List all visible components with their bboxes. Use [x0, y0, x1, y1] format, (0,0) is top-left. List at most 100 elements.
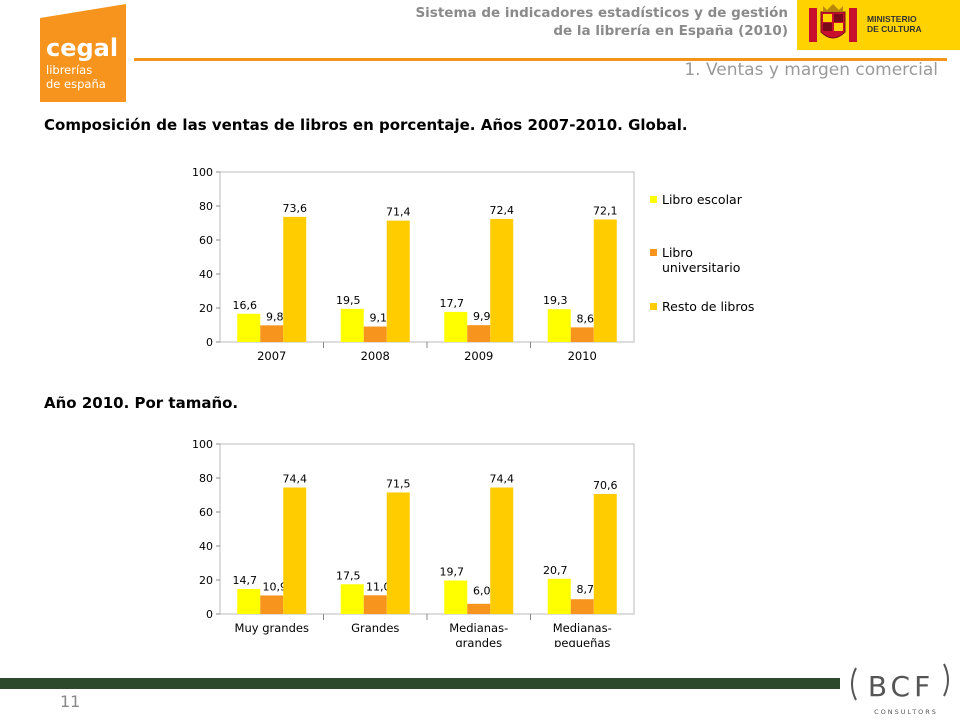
legend-item-libro-universitario: Libro universitario: [650, 245, 772, 275]
legend-swatch: [650, 249, 657, 256]
bar-2-2: [490, 487, 514, 614]
y-tick-label: 80: [199, 200, 213, 213]
y-tick-label: 20: [199, 302, 213, 315]
bar-1-2: [467, 325, 491, 342]
data-label: 17,5: [336, 569, 361, 582]
x-tick-label: 2009: [464, 349, 493, 363]
y-tick-label: 40: [199, 540, 213, 553]
data-label: 9,9: [473, 310, 491, 323]
bar-1-2: [467, 603, 491, 614]
data-label: 14,7: [233, 574, 258, 587]
footer-bar: [0, 678, 840, 689]
data-label: 17,7: [440, 297, 465, 310]
data-label: 16,6: [233, 299, 258, 312]
bar-1-0: [260, 595, 284, 614]
x-tick-label: Medianas-: [553, 621, 612, 635]
data-label: 70,6: [593, 479, 618, 492]
bar-2-0: [283, 487, 307, 614]
data-label: 71,5: [386, 477, 411, 490]
legend-swatch: [650, 196, 657, 203]
bar-0-1: [340, 308, 364, 342]
data-label: 9,1: [370, 312, 388, 325]
data-label: 72,1: [593, 204, 618, 217]
logo-text-line2: librerías: [46, 63, 92, 77]
y-tick-label: 20: [199, 574, 213, 587]
bar-1-3: [570, 599, 594, 614]
ministry-logo: MINISTERIO DE CULTURA: [797, 0, 960, 50]
data-label: 9,8: [266, 310, 284, 323]
bcf-logo: BCF CONSULTORS: [851, 663, 949, 716]
bar-0-2: [444, 580, 468, 614]
section-title: 1. Ventas y margen comercial: [684, 60, 938, 80]
data-label: 6,0: [473, 585, 491, 598]
ministry-line2: DE CULTURA: [867, 24, 922, 34]
data-label: 71,4: [386, 206, 411, 219]
legend-swatch: [650, 303, 657, 310]
bar-0-3: [547, 309, 571, 342]
y-tick-label: 0: [206, 336, 213, 349]
legend-item-resto-de-libros: Resto de libros: [650, 299, 772, 314]
y-tick-label: 40: [199, 268, 213, 281]
legend-label: Libro escolar: [662, 192, 742, 207]
y-tick-label: 60: [199, 506, 213, 519]
bar-1-3: [570, 327, 594, 342]
y-tick-label: 60: [199, 234, 213, 247]
chart-legend: Libro escolar Libro universitario Resto …: [650, 192, 772, 314]
chart1-title: Composición de las ventas de libros en p…: [44, 116, 688, 134]
legend-label: Resto de libros: [662, 299, 755, 314]
data-label: 74,4: [490, 473, 515, 486]
bar-0-0: [237, 589, 261, 614]
header-divider: [134, 58, 947, 61]
y-tick-label: 100: [192, 438, 213, 451]
bar-1-0: [260, 325, 284, 342]
bar-2-1: [386, 492, 410, 614]
logo-text-main: cegal: [46, 34, 118, 62]
coat-of-arms-icon: [809, 4, 857, 42]
bar-0-3: [547, 578, 571, 614]
ministry-line1: MINISTERIO: [867, 14, 917, 24]
legend-item-libro-escolar: Libro escolar: [650, 192, 772, 207]
document-title-line2: de la librería en España (2010): [553, 23, 788, 39]
data-label: 19,5: [336, 294, 361, 307]
x-tick-label: Medianas-: [449, 621, 508, 635]
document-title-line1: Sistema de indicadores estadísticos y de…: [415, 5, 788, 21]
bar-1-1: [363, 326, 387, 342]
x-tick-label: 2008: [361, 349, 390, 363]
bar-0-1: [340, 584, 364, 614]
page-number: 11: [60, 692, 81, 711]
legend-label: Libro universitario: [662, 245, 741, 275]
data-label: 19,7: [440, 566, 465, 579]
chart-sales-by-year: 0 20 40 60 80 100 16,6 9,8 73,6 2007 19,5 9,1 71,4 20…: [192, 166, 635, 363]
data-label: 72,4: [490, 204, 515, 217]
x-tick-label: Muy grandes: [235, 621, 309, 635]
data-label: 19,3: [543, 294, 568, 307]
x-tick-label: 2007: [257, 349, 286, 363]
bcf-logo-subtext: CONSULTORS: [874, 708, 938, 716]
x-tick-label: 2010: [568, 349, 597, 363]
cegal-logo: cegal librerías de españa: [40, 4, 126, 102]
x-tick-label: grandes: [455, 636, 502, 647]
bar-2-1: [386, 220, 410, 342]
bcf-logo-text: BCF: [868, 670, 934, 703]
bar-2-3: [593, 219, 617, 342]
x-tick-label: Grandes: [351, 621, 399, 635]
bar-2-0: [283, 216, 307, 342]
bar-0-2: [444, 311, 468, 342]
data-label: 10,9: [263, 580, 288, 593]
chart-sales-by-size: 0 20 40 60 80 100 14,7 10,9 74,4 Muy grandes 17,5 1…: [192, 438, 635, 647]
data-label: 73,6: [283, 202, 308, 215]
data-label: 20,7: [543, 564, 568, 577]
data-label: 11,0: [366, 580, 391, 593]
x-tick-label: pequeñas: [554, 636, 610, 647]
data-label: 8,7: [577, 583, 595, 596]
chart2-title: Año 2010. Por tamaño.: [44, 394, 239, 412]
bar-2-2: [490, 218, 514, 342]
y-tick-label: 100: [192, 166, 213, 179]
data-label: 8,6: [577, 312, 595, 325]
bar-1-1: [363, 595, 387, 614]
y-tick-label: 80: [199, 472, 213, 485]
bar-0-0: [237, 313, 261, 342]
data-label: 74,4: [283, 473, 308, 486]
bar-2-3: [593, 493, 617, 614]
logo-text-line3: de españa: [46, 77, 106, 91]
